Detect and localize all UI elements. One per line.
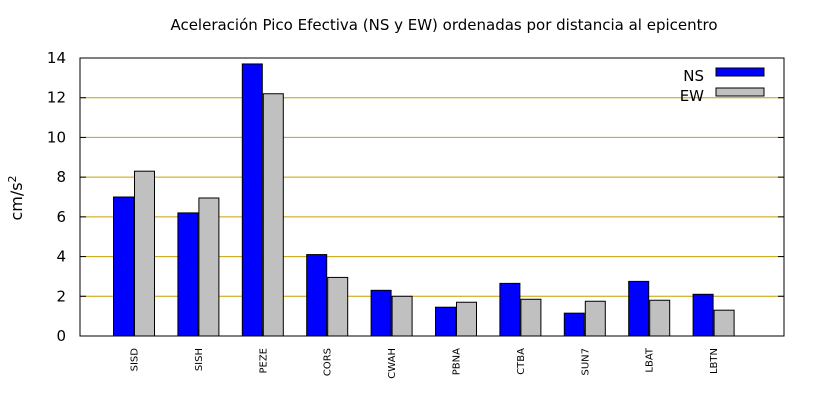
y-axis-label: cm/s2 (6, 175, 26, 220)
bar-ew-cwah (391, 295, 413, 337)
bar-ew-sun7 (584, 300, 606, 337)
legend-label-ew: EW (680, 87, 704, 105)
legend: NS EW (680, 67, 765, 105)
bar-ns-ctba (499, 282, 521, 337)
bar-ns-cors (306, 254, 328, 337)
bar-ew-sish (198, 197, 220, 337)
legend-label-ns: NS (683, 67, 704, 85)
legend-swatch-ns (715, 67, 765, 77)
bar-ns-lbtn (692, 293, 714, 337)
y-tick-label: 6 (56, 208, 66, 226)
bar-ew-pbna (456, 301, 477, 337)
bar-ew-lbtn (713, 309, 735, 337)
x-tick-label: LBAT (645, 347, 656, 372)
y-axis-label-text: cm/s (7, 182, 26, 220)
bar-ns-sun7 (563, 312, 585, 337)
y-tick-label: 4 (56, 248, 66, 266)
y-tick-label: 14 (47, 49, 66, 67)
y-axis-ticks: 0 2 4 6 8 10 12 14 (47, 49, 784, 345)
legend-swatch-ew (715, 87, 765, 97)
y-axis-label-superscript: 2 (6, 175, 19, 182)
x-tick-label: SUN7 (580, 348, 591, 376)
x-tick-label: CTBA (516, 348, 527, 375)
chart-title: Aceleración Pico Efectiva (NS y EW) orde… (170, 16, 717, 34)
x-tick-label: CORS (323, 348, 334, 376)
bar-ns-peze (241, 63, 263, 337)
bar-ew-peze (262, 93, 284, 337)
bar-ew-ctba (520, 298, 542, 337)
bar-ns-sish (177, 212, 199, 337)
plot-frame (79, 57, 785, 337)
y-tick-label: 0 (56, 327, 66, 345)
x-tick-label: PBNA (452, 348, 463, 375)
x-tick-label: CWAH (387, 348, 398, 379)
y-tick-label: 10 (47, 128, 66, 146)
bar-ns-lbat (628, 280, 650, 337)
x-tick-label: SISD (130, 348, 141, 372)
bars (113, 63, 735, 337)
bar-ew-sisd (134, 170, 155, 337)
x-tick-label: PEZE (258, 348, 269, 374)
y-tick-label: 12 (47, 89, 66, 107)
x-tick-label: LBTN (709, 348, 720, 374)
y-tick-label: 2 (56, 287, 66, 305)
x-tick-label: SISH (194, 348, 205, 371)
x-axis-ticks: SISD SISH PEZE CORS CWAH PBNA CTBA SUN7 LBAT LBTN (130, 330, 720, 379)
y-tick-label: 8 (56, 168, 66, 186)
bar-ns-pbna (435, 306, 456, 337)
bar-ns-cwah (370, 289, 392, 337)
bar-ns-sisd (113, 196, 134, 337)
bar-ew-lbat (649, 299, 671, 337)
bar-ew-cors (327, 276, 349, 337)
